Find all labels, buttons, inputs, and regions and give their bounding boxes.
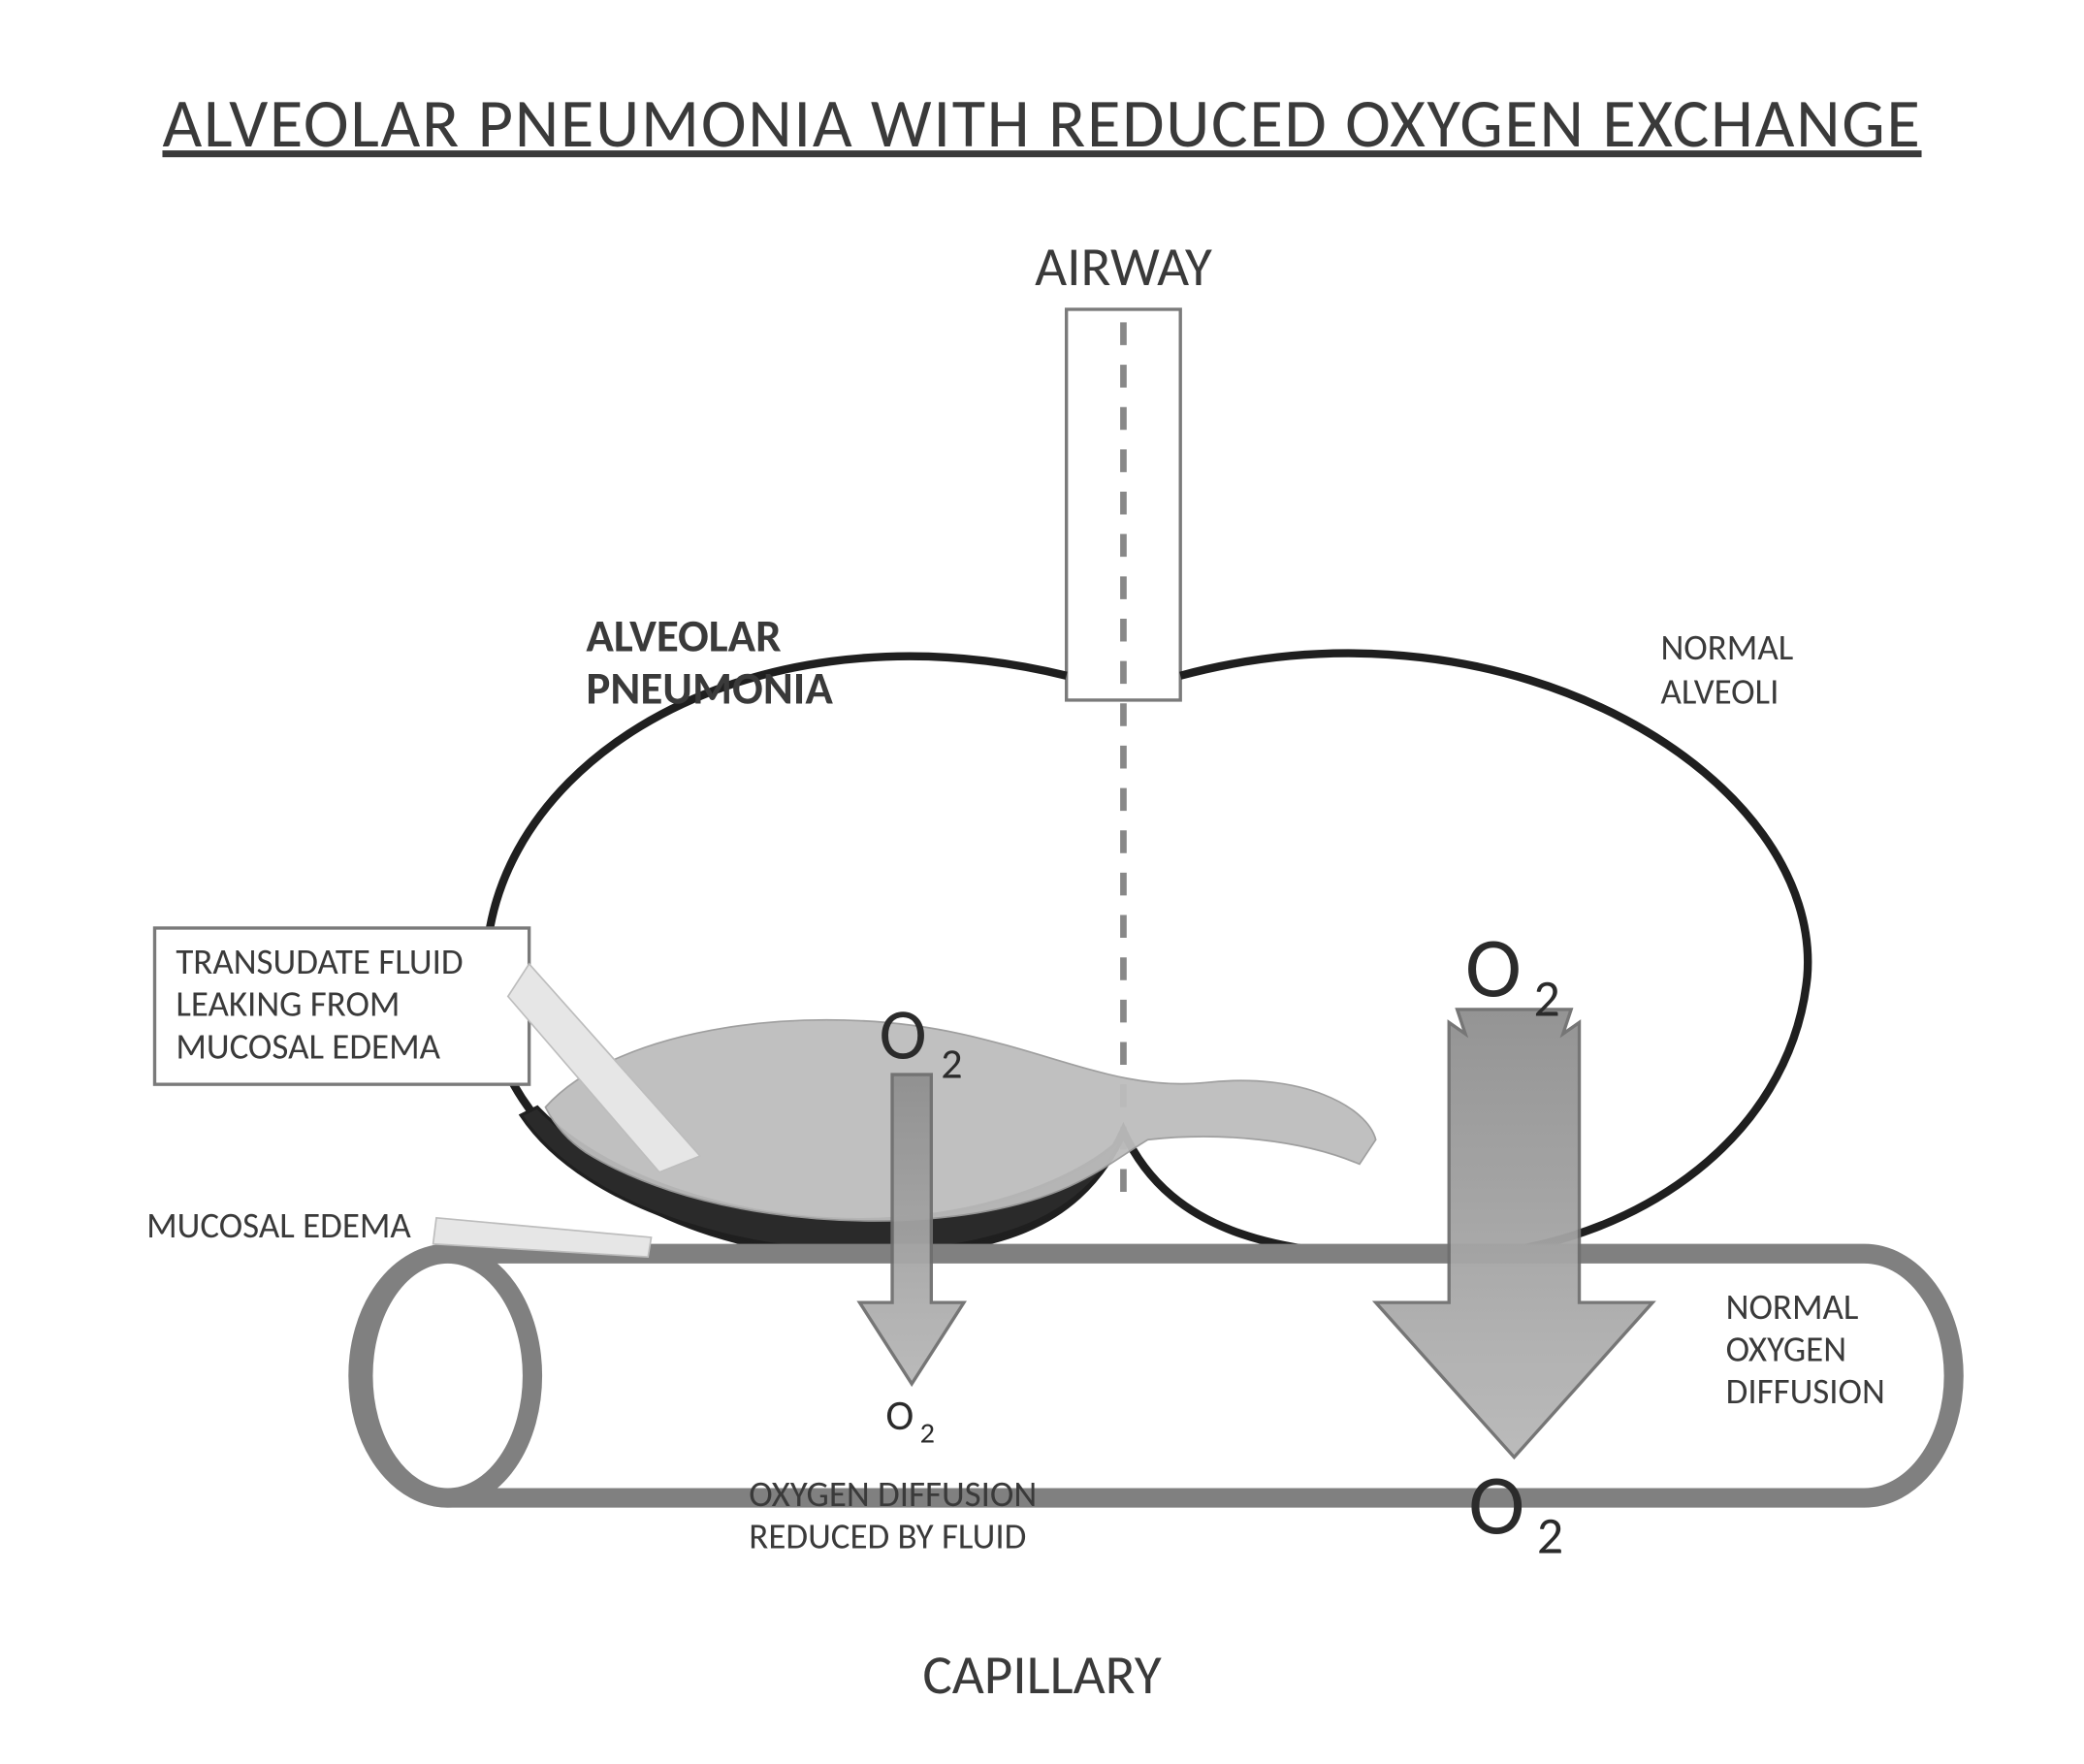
- svg-text:O: O: [1465, 916, 1522, 1019]
- diagram-title: ALVEOLAR PNEUMONIA WITH REDUCED OXYGEN E…: [162, 81, 1921, 165]
- o2-label-top-right: O 2: [1465, 916, 1560, 1030]
- capillary-label: CAPILLARY: [922, 1642, 1162, 1709]
- svg-text:2: 2: [1537, 1505, 1563, 1568]
- transudate-label-l1: TRANSUDATE FLUID: [176, 940, 463, 983]
- svg-text:O: O: [1468, 1455, 1524, 1557]
- svg-text:2: 2: [1534, 968, 1560, 1031]
- normal-alveoli-label-l1: NORMAL: [1660, 625, 1793, 669]
- reduced-diffusion-label-l2: REDUCED BY FLUID: [749, 1515, 1026, 1558]
- transudate-label-l3: MUCOSAL EDEMA: [176, 1024, 440, 1068]
- capillary-shape: [358, 1254, 1953, 1498]
- mucosal-edema-label: MUCOSAL EDEMA: [146, 1203, 411, 1247]
- normal-diffusion-label-l3: DIFFUSION: [1726, 1369, 1885, 1413]
- svg-text:2: 2: [941, 1037, 962, 1089]
- svg-text:2: 2: [920, 1416, 935, 1452]
- transudate-label-l2: LEAKING FROM: [176, 982, 400, 1026]
- alveolar-pneumonia-label-l1: ALVEOLAR: [586, 608, 781, 664]
- normal-alveoli-label-l2: ALVEOLI: [1660, 669, 1779, 713]
- svg-text:O: O: [885, 1389, 914, 1441]
- o2-label-top-left: O 2: [880, 990, 963, 1089]
- normal-diffusion-label-l1: NORMAL: [1726, 1285, 1859, 1329]
- normal-diffusion-label-l2: OXYGEN: [1726, 1328, 1846, 1371]
- reduced-diffusion-label-l1: OXYGEN DIFFUSION: [749, 1472, 1037, 1516]
- alveolar-pneumonia-label-l2: PNEUMONIA: [586, 659, 833, 716]
- airway-label: AIRWAY: [1035, 234, 1212, 301]
- svg-text:O: O: [880, 990, 927, 1077]
